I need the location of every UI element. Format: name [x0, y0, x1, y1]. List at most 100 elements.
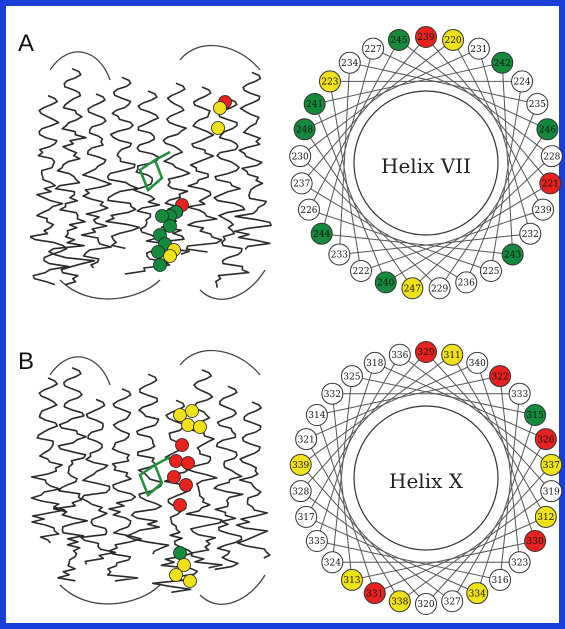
protein-structure-a: [30, 44, 272, 300]
residue-label: 248: [296, 125, 313, 135]
wheel-connector: [451, 438, 547, 602]
residue-315: 315: [524, 404, 547, 426]
residue-sphere: [169, 454, 183, 468]
residue-227: 227: [362, 37, 385, 60]
wheel-connector: [314, 62, 503, 105]
wheel-connector: [300, 464, 427, 605]
residue-label: 233: [331, 251, 348, 261]
residue-marker: [401, 277, 424, 300]
residue-322: 322: [489, 365, 512, 388]
wheel-connector: [331, 393, 353, 580]
residue-sphere: [183, 574, 197, 588]
residue-marker: [374, 271, 397, 294]
residue-marker: [415, 341, 437, 363]
protein-structure-b: [30, 349, 271, 605]
residue-marker: [363, 582, 386, 605]
residue-marker: [388, 343, 411, 366]
wheel-connector: [305, 354, 401, 518]
residue-label: 340: [469, 359, 486, 369]
ribbon-helix: [213, 97, 250, 288]
residue-marker: [467, 37, 490, 60]
residue-label: 237: [293, 180, 310, 190]
panel-label-b: B: [18, 348, 35, 375]
residue-sphere: [151, 245, 165, 259]
wheel-connector: [399, 354, 552, 466]
residue-label: 316: [491, 576, 508, 586]
residue-248: 248: [293, 118, 316, 141]
residue-label: 326: [537, 435, 554, 445]
wheel-connector: [501, 62, 514, 255]
residue-327: 327: [441, 590, 464, 613]
residue-label: 245: [390, 36, 407, 46]
residue-335: 335: [305, 530, 328, 552]
residue-marker: [489, 568, 512, 591]
wheel-connector: [425, 36, 551, 184]
residue-329: 329: [415, 341, 437, 363]
wheel-connector: [490, 81, 523, 272]
ribbon-helix: [105, 76, 141, 250]
residue-325: 325: [340, 365, 363, 388]
wheel-connector: [308, 209, 492, 272]
residue-label: 339: [292, 461, 309, 471]
residue-marker: [508, 551, 531, 574]
residue-314: 314: [305, 404, 328, 426]
residue-marker: [455, 271, 478, 294]
residue-marker: [540, 480, 563, 503]
residue-marker: [524, 404, 547, 426]
wheel-connector: [316, 362, 376, 542]
residue-sphere: [167, 470, 181, 484]
residue-marker: [539, 172, 562, 195]
residue-marker: [350, 259, 373, 282]
wheel-connector: [331, 376, 353, 563]
residue-sphere: [179, 478, 193, 492]
wheel-center-a: [353, 90, 499, 236]
helix-title-a: Helix VII: [381, 154, 471, 178]
ribbon-helices: [30, 44, 272, 300]
ribbon-helix: [106, 388, 142, 582]
residue-label: 338: [391, 597, 408, 607]
residue-316: 316: [489, 568, 512, 591]
ribbon-helix: [80, 398, 117, 565]
residue-318: 318: [363, 351, 386, 374]
residue-sphere: [163, 249, 177, 263]
residue-marker: [466, 351, 489, 374]
residue-224: 224: [511, 70, 534, 93]
wheel-connector: [308, 39, 400, 210]
residue-320: 320: [415, 593, 437, 615]
residue-marker: [534, 428, 557, 451]
residue-236: 236: [455, 271, 478, 294]
wheel-connectors-a: [299, 36, 553, 289]
residue-label: 337: [543, 461, 560, 471]
residue-sphere: [181, 456, 195, 470]
residue-233: 233: [328, 243, 351, 266]
residue-230: 230: [289, 145, 312, 168]
residue-226: 226: [297, 198, 320, 221]
residue-label: 229: [431, 284, 448, 294]
residue-label: 329: [417, 348, 434, 358]
ribbon-helix: [233, 71, 272, 250]
ribbon-helix: [52, 367, 89, 582]
residue-marker: [524, 530, 547, 552]
residue-marker: [532, 198, 555, 221]
residue-marker: [489, 365, 512, 388]
residue-spheres: [151, 95, 232, 272]
residue-228: 228: [540, 145, 563, 168]
residue-marker: [362, 37, 385, 60]
wheel-connector: [316, 375, 501, 416]
wheel-connector: [372, 48, 548, 130]
wheel-connector: [304, 129, 413, 289]
residue-323: 323: [508, 551, 531, 574]
residue-label: 231: [470, 45, 487, 55]
residue-marker: [519, 222, 542, 245]
residue-label: 325: [343, 372, 360, 382]
residue-marker: [466, 582, 489, 605]
residue-246: 246: [536, 118, 559, 141]
residue-marker: [303, 92, 326, 115]
residue-sphere: [177, 558, 191, 572]
residue-marker: [540, 145, 563, 168]
residue-326: 326: [534, 428, 557, 451]
residue-label: 230: [292, 152, 309, 162]
residue-marker: [441, 343, 464, 366]
